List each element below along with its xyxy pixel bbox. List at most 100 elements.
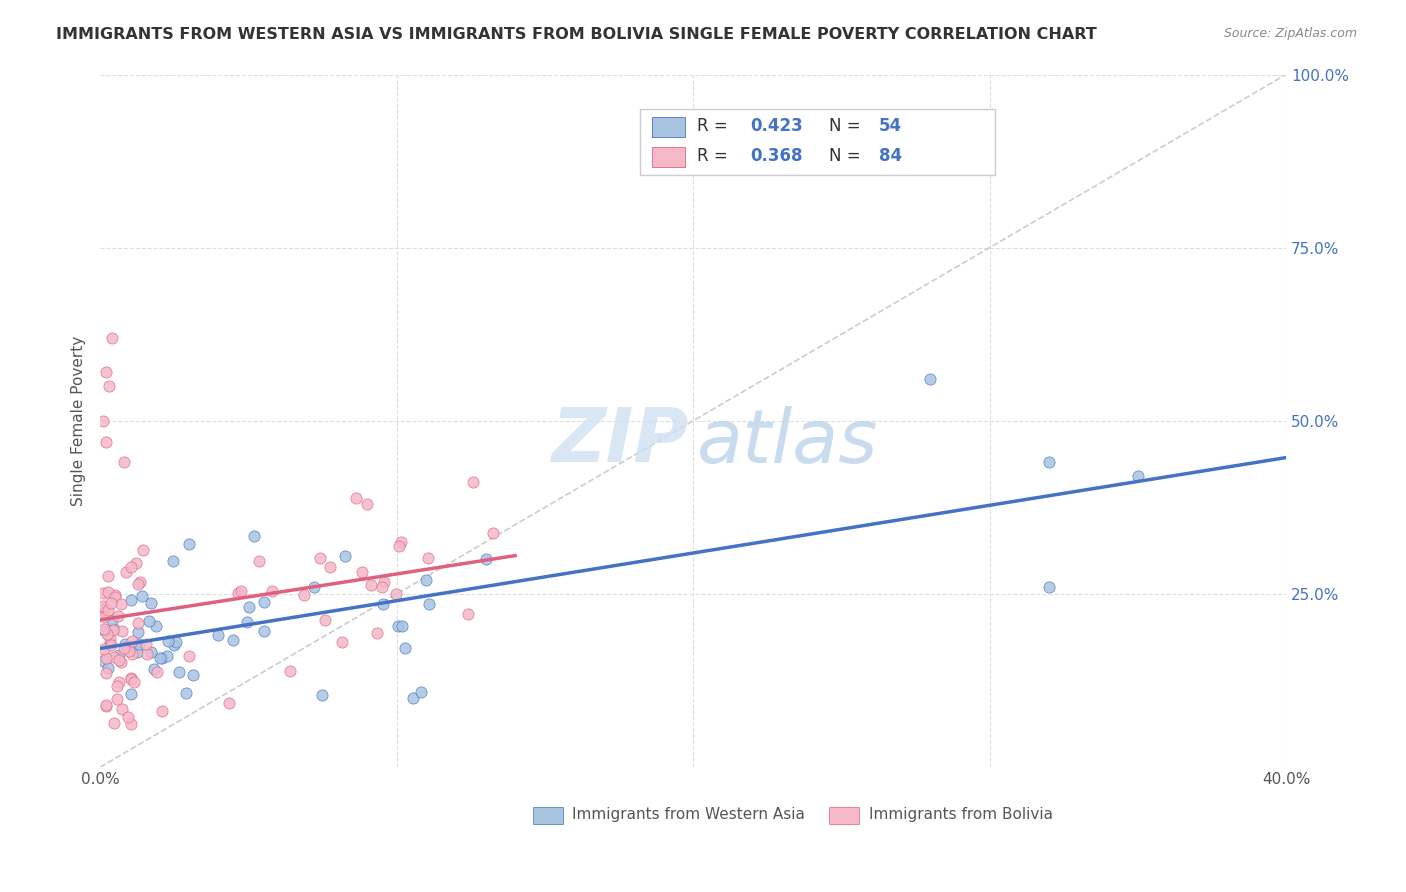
Point xyxy=(91,599,114,614)
Point xyxy=(482,526,505,541)
Point xyxy=(314,614,336,628)
Point xyxy=(179,537,201,551)
Point xyxy=(387,619,409,633)
Point xyxy=(150,651,173,665)
Point xyxy=(97,584,120,599)
Point xyxy=(360,577,382,591)
Text: N =: N = xyxy=(830,146,866,164)
Text: Source: ZipAtlas.com: Source: ZipAtlas.com xyxy=(1223,27,1357,40)
Point xyxy=(131,542,153,557)
Point xyxy=(131,589,153,603)
Point xyxy=(371,580,394,594)
Point xyxy=(411,685,433,699)
Point xyxy=(120,593,142,607)
Point xyxy=(243,529,266,543)
Text: atlas: atlas xyxy=(696,406,877,477)
Point xyxy=(350,565,373,579)
Point xyxy=(98,379,121,393)
Point xyxy=(98,632,121,646)
Point xyxy=(104,591,127,605)
Point xyxy=(97,661,120,675)
Point xyxy=(302,580,325,594)
Point xyxy=(112,455,135,469)
Point xyxy=(163,638,186,652)
Point xyxy=(120,672,142,686)
Point xyxy=(162,554,184,568)
Point xyxy=(96,650,118,665)
Point xyxy=(103,623,125,637)
Point xyxy=(91,414,114,428)
Point xyxy=(93,609,115,624)
Bar xyxy=(651,118,685,136)
Point xyxy=(105,680,128,694)
Point xyxy=(96,666,118,681)
Point xyxy=(333,549,356,563)
Point xyxy=(120,671,142,685)
Point xyxy=(100,596,122,610)
Point xyxy=(105,692,128,706)
Point xyxy=(238,599,260,614)
Point xyxy=(247,554,270,568)
Point xyxy=(141,645,163,659)
Point xyxy=(135,636,157,650)
Point xyxy=(120,559,142,574)
Point xyxy=(474,552,496,566)
Point xyxy=(128,575,150,590)
Point xyxy=(280,664,302,678)
Point xyxy=(103,716,125,731)
Point xyxy=(366,626,388,640)
Point xyxy=(388,539,411,553)
Point xyxy=(136,647,159,661)
Point xyxy=(118,644,141,658)
Point xyxy=(121,633,143,648)
Point xyxy=(101,613,124,627)
Point xyxy=(117,710,139,724)
Point xyxy=(167,665,190,679)
Point xyxy=(101,331,124,345)
Point xyxy=(165,635,187,649)
Point xyxy=(101,623,124,637)
Bar xyxy=(533,806,562,824)
Point xyxy=(391,619,413,633)
Point xyxy=(98,635,121,649)
Point xyxy=(218,696,240,710)
Point xyxy=(319,559,342,574)
Point xyxy=(110,655,132,669)
Point xyxy=(1126,469,1149,483)
Point xyxy=(93,641,115,656)
Point xyxy=(111,702,134,716)
Point xyxy=(146,665,169,680)
Text: ZIP: ZIP xyxy=(553,405,689,478)
Point xyxy=(356,497,378,511)
Point xyxy=(121,647,143,661)
Point xyxy=(122,674,145,689)
Point xyxy=(418,551,440,566)
Point xyxy=(457,607,479,621)
Point xyxy=(91,654,114,668)
Point xyxy=(115,565,138,579)
Text: N =: N = xyxy=(830,117,866,135)
Point xyxy=(142,662,165,676)
Point xyxy=(111,624,134,639)
Point xyxy=(1038,580,1060,594)
Point xyxy=(373,575,395,590)
Point xyxy=(127,624,149,639)
Point xyxy=(96,626,118,640)
Point xyxy=(222,633,245,648)
Point xyxy=(138,614,160,628)
Point xyxy=(93,622,115,636)
Bar xyxy=(651,147,685,167)
Point xyxy=(120,687,142,701)
Point xyxy=(127,616,149,631)
Point xyxy=(93,600,115,615)
Point xyxy=(150,704,173,718)
Point xyxy=(157,634,180,648)
Point xyxy=(402,691,425,706)
Text: R =: R = xyxy=(696,117,733,135)
Point xyxy=(125,556,148,570)
Point xyxy=(311,688,333,702)
Point xyxy=(207,628,229,642)
Text: 0.368: 0.368 xyxy=(749,146,803,164)
Point xyxy=(94,365,117,379)
Point xyxy=(253,624,276,638)
